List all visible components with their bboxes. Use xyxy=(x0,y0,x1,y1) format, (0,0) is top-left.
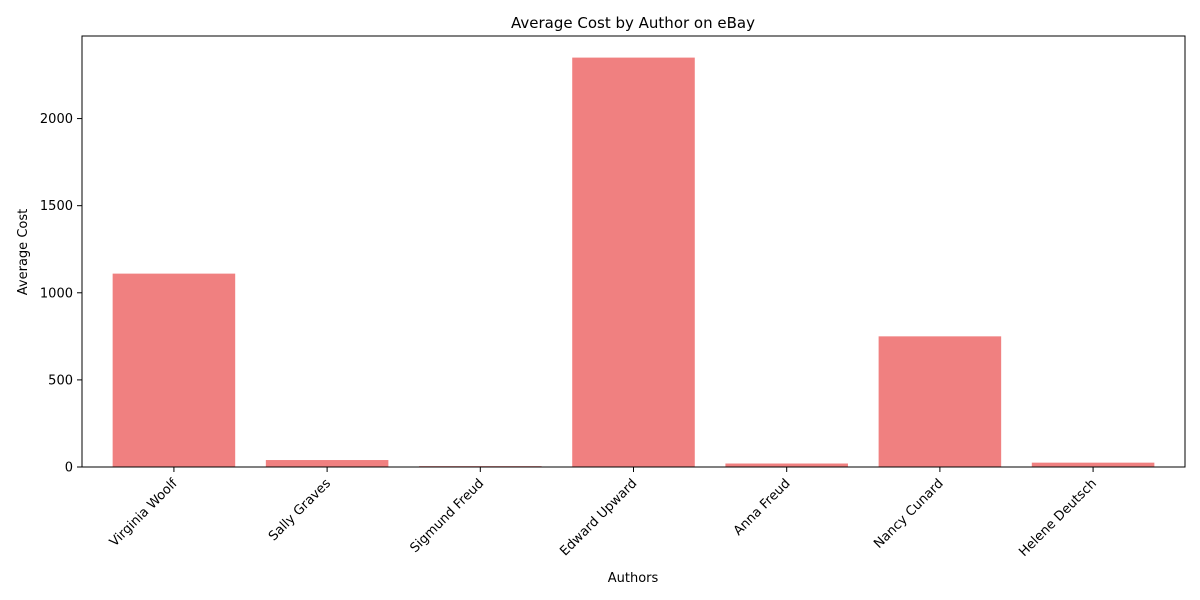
bar-sally-graves xyxy=(265,460,389,467)
y-axis-ticks: 0 500 1000 1500 2000 xyxy=(40,112,82,476)
bar-helene-deutsch xyxy=(1031,462,1155,467)
y-tick-label: 1500 xyxy=(40,199,73,214)
bar-edward-upward xyxy=(572,57,695,467)
x-tick-label: Sigmund Freud xyxy=(407,476,487,556)
bar-nancy-cunard xyxy=(878,336,1002,467)
y-axis-label: Average Cost xyxy=(16,209,31,295)
y-tick-label: 0 xyxy=(65,461,73,476)
x-axis-label: Authors xyxy=(608,571,659,586)
x-tick-label: Nancy Cunard xyxy=(871,476,947,552)
x-tick-label: Edward Upward xyxy=(557,476,640,559)
x-tick-label: Virginia Woolf xyxy=(107,476,181,550)
x-tick-label: Helene Deutsch xyxy=(1016,476,1100,560)
plot-frame xyxy=(81,35,1186,468)
bar-virginia-woolf xyxy=(112,273,236,467)
chart-title: Average Cost by Author on eBay xyxy=(511,14,755,32)
x-tick-label: Anna Freud xyxy=(731,476,794,539)
y-tick-label: 1000 xyxy=(40,286,73,301)
bars-group xyxy=(112,57,1155,467)
bar-anna-freud xyxy=(725,463,848,467)
y-tick-label: 500 xyxy=(48,373,73,388)
x-tick-label: Sally Graves xyxy=(266,476,334,544)
x-axis-ticks: Virginia Woolf Sally Graves Sigmund Freud E… xyxy=(107,467,1100,560)
y-tick-label: 2000 xyxy=(40,112,73,127)
